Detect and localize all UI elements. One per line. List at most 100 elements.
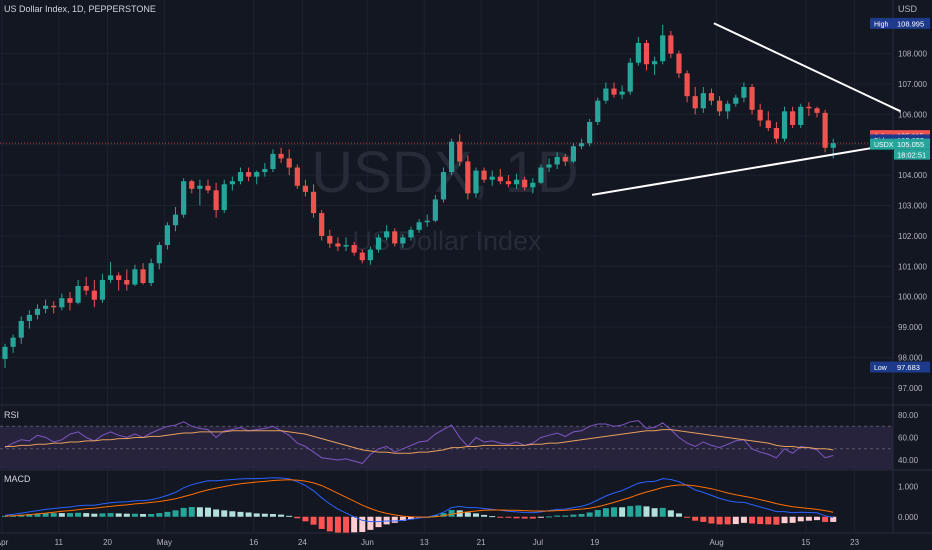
candle[interactable]: [830, 143, 836, 148]
candle[interactable]: [197, 185, 203, 189]
macd-line[interactable]: [4, 477, 834, 523]
candle[interactable]: [278, 153, 284, 159]
candle[interactable]: [10, 337, 16, 347]
candle[interactable]: [798, 106, 804, 126]
candle[interactable]: [335, 243, 341, 247]
candle[interactable]: [140, 269, 146, 283]
candle[interactable]: [603, 88, 609, 101]
candle[interactable]: [164, 225, 170, 246]
trendline[interactable]: [591, 142, 901, 196]
candle[interactable]: [595, 100, 601, 122]
candle[interactable]: [643, 42, 650, 65]
macd-pane[interactable]: [2, 477, 837, 533]
candle[interactable]: [172, 214, 179, 226]
candle[interactable]: [416, 222, 422, 230]
candle[interactable]: [26, 314, 32, 321]
candle[interactable]: [546, 164, 552, 168]
candle[interactable]: [294, 167, 300, 186]
candle[interactable]: [457, 141, 463, 162]
candle[interactable]: [432, 199, 438, 221]
candle[interactable]: [34, 308, 41, 315]
candle[interactable]: [781, 111, 788, 139]
candle[interactable]: [221, 184, 227, 211]
candle[interactable]: [773, 128, 779, 139]
rsi-ma-line[interactable]: [5, 429, 834, 454]
time-axis[interactable]: Apr 11 20 May 16 24 Jun 13 21 Jul 19 Aug 15 23: [0, 538, 860, 547]
candle[interactable]: [124, 279, 130, 285]
candle[interactable]: [18, 320, 24, 338]
candle[interactable]: [570, 146, 576, 162]
candle[interactable]: [611, 88, 617, 95]
candle[interactable]: [692, 96, 698, 109]
candle[interactable]: [522, 179, 528, 188]
candle[interactable]: [351, 245, 357, 253]
price-series[interactable]: [2, 24, 836, 369]
rsi-pane[interactable]: [0, 420, 893, 469]
candle[interactable]: [538, 167, 544, 183]
candle[interactable]: [684, 73, 690, 97]
candle[interactable]: [554, 156, 560, 165]
candle[interactable]: [440, 172, 447, 200]
candle[interactable]: [156, 245, 162, 264]
candle[interactable]: [619, 91, 625, 95]
candle[interactable]: [99, 279, 106, 300]
candle[interactable]: [822, 112, 828, 148]
candle[interactable]: [189, 181, 195, 189]
candle[interactable]: [700, 93, 706, 109]
candle[interactable]: [59, 298, 65, 308]
candle[interactable]: [587, 121, 593, 144]
candle[interactable]: [237, 172, 244, 182]
candle[interactable]: [806, 106, 812, 109]
candle[interactable]: [375, 237, 382, 250]
candle[interactable]: [668, 35, 674, 54]
candle[interactable]: [367, 249, 373, 261]
candle[interactable]: [627, 62, 633, 92]
candle[interactable]: [359, 252, 365, 261]
candle[interactable]: [91, 290, 97, 300]
candle[interactable]: [310, 191, 317, 214]
candle[interactable]: [489, 176, 495, 180]
candle[interactable]: [578, 143, 585, 147]
candle[interactable]: [530, 182, 536, 188]
candle[interactable]: [2, 346, 8, 359]
candle[interactable]: [465, 161, 471, 194]
candle[interactable]: [424, 220, 430, 223]
candle[interactable]: [635, 42, 641, 63]
candle[interactable]: [116, 275, 122, 280]
candle[interactable]: [327, 235, 333, 244]
candle[interactable]: [270, 153, 276, 170]
price-axis[interactable]: 108.000107.000106.000105.000104.000103.0…: [898, 50, 927, 522]
candle[interactable]: [75, 286, 81, 303]
candle[interactable]: [676, 53, 682, 74]
candle[interactable]: [43, 305, 49, 309]
candle[interactable]: [449, 141, 455, 173]
trendline[interactable]: [713, 22, 902, 113]
candle[interactable]: [708, 93, 715, 101]
candle[interactable]: [473, 170, 479, 194]
signal-line[interactable]: [4, 479, 834, 518]
candle[interactable]: [749, 87, 755, 110]
candle[interactable]: [757, 109, 763, 121]
candle[interactable]: [213, 190, 219, 211]
candle[interactable]: [286, 158, 292, 168]
trendlines[interactable]: [591, 22, 902, 196]
candle[interactable]: [302, 185, 309, 192]
candle[interactable]: [790, 111, 796, 126]
candle[interactable]: [733, 97, 739, 104]
candle[interactable]: [51, 305, 57, 308]
candle[interactable]: [392, 231, 398, 244]
candle[interactable]: [741, 87, 747, 98]
candle[interactable]: [384, 231, 390, 238]
candle[interactable]: [505, 181, 512, 185]
candle[interactable]: [513, 179, 520, 185]
candle[interactable]: [83, 286, 89, 291]
candle[interactable]: [408, 229, 414, 238]
candle[interactable]: [107, 275, 114, 280]
candle[interactable]: [652, 61, 658, 65]
candle[interactable]: [148, 263, 154, 283]
candle[interactable]: [319, 213, 325, 236]
candle[interactable]: [562, 156, 568, 162]
candle[interactable]: [481, 170, 487, 180]
candle[interactable]: [262, 169, 268, 173]
